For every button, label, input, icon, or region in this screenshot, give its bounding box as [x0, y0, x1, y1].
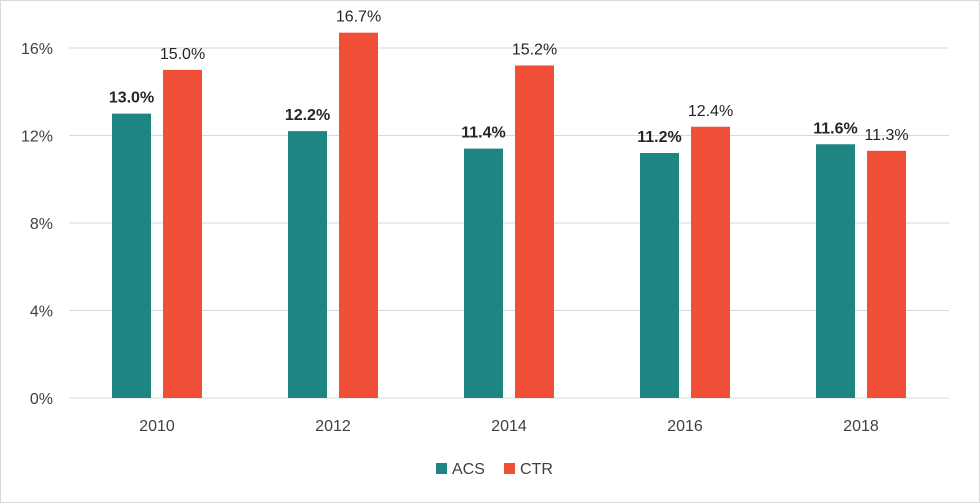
bar-acs-2018 — [816, 144, 855, 398]
gridlines — [69, 47, 949, 399]
y-tick-label: 8% — [30, 216, 53, 233]
bars — [112, 32, 906, 398]
data-label-acs-2012: 12.2% — [285, 107, 330, 124]
bar-acs-2010 — [112, 113, 151, 398]
data-label-acs-2014: 11.4% — [461, 125, 505, 142]
data-label-ctr-2014: 15.2% — [512, 42, 557, 59]
bar-ctr-2012 — [339, 32, 378, 398]
x-tick-label: 2012 — [315, 418, 351, 435]
bar-acs-2012 — [288, 131, 327, 398]
y-tick-label: 4% — [30, 304, 53, 321]
bar-ctr-2010 — [163, 69, 202, 398]
y-tick-label: 0% — [30, 391, 53, 408]
x-tick-label: 2010 — [139, 418, 175, 435]
legend: ACS CTR — [436, 461, 553, 478]
data-label-ctr-2012: 16.7% — [336, 9, 381, 26]
bar-ctr-2018 — [867, 150, 906, 398]
legend-label-ctr: CTR — [520, 461, 553, 478]
bar-ctr-2016 — [691, 126, 730, 398]
data-label-acs-2018: 11.6% — [813, 120, 857, 137]
x-tick-label: 2014 — [491, 418, 527, 435]
legend-label-acs: ACS — [452, 461, 485, 478]
bar-acs-2014 — [464, 148, 503, 398]
data-labels: 13.0% 15.0% 12.2% 16.7% 11.4% 15.2% 11.2% 12.4%… — [109, 9, 909, 146]
y-tick-label: 16% — [21, 41, 53, 58]
x-tick-label: 2018 — [843, 418, 879, 435]
data-label-acs-2016: 11.2% — [637, 129, 681, 146]
bar-acs-2016 — [640, 153, 679, 398]
data-label-acs-2010: 13.0% — [109, 90, 154, 107]
data-label-ctr-2010: 15.0% — [160, 46, 205, 63]
x-tick-label: 2016 — [667, 418, 703, 435]
x-axis-ticks: 2010 2012 2014 2016 2018 — [139, 418, 879, 435]
y-tick-label: 12% — [21, 129, 53, 146]
legend-swatch-acs — [436, 463, 447, 474]
data-label-ctr-2018: 11.3% — [864, 127, 908, 144]
y-axis-ticks: 0% 4% 8% 12% 16% — [21, 41, 53, 408]
data-label-ctr-2016: 12.4% — [688, 103, 733, 120]
legend-swatch-ctr — [504, 463, 515, 474]
bar-ctr-2014 — [515, 65, 554, 398]
